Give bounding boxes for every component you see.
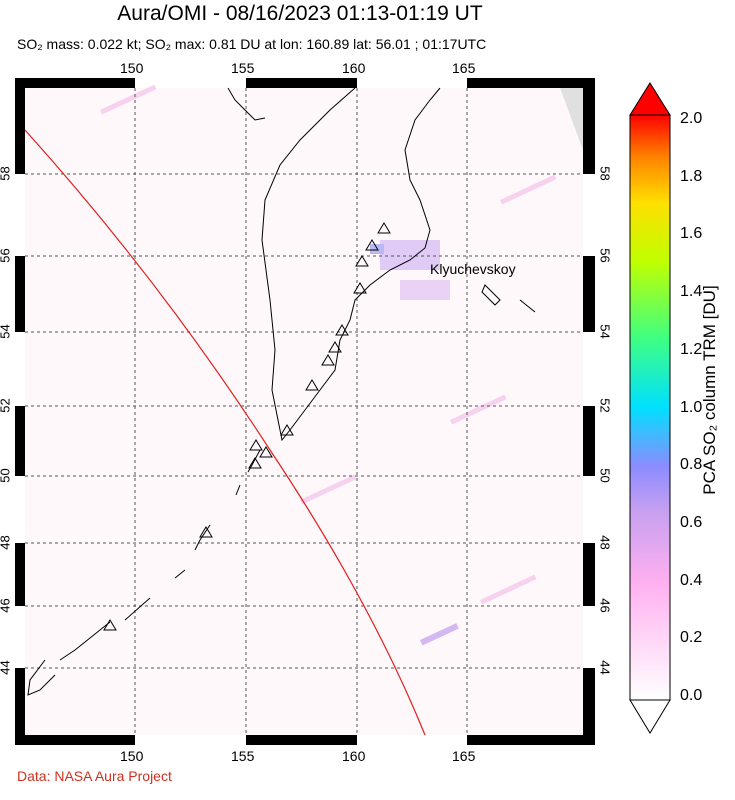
lat-tick-right: 44 bbox=[597, 660, 613, 675]
coastlines bbox=[27, 87, 536, 696]
colorbar-min-arrow bbox=[629, 699, 671, 734]
lat-tick-left: 46 bbox=[0, 598, 13, 613]
lat-tick-left: 44 bbox=[0, 660, 13, 675]
colorbar-tick: 0.6 bbox=[680, 513, 703, 531]
grid-lines bbox=[25, 88, 583, 735]
colorbar-tick: 0.0 bbox=[680, 687, 703, 704]
so2-swath-streaks bbox=[100, 84, 557, 646]
lat-tick-right: 54 bbox=[597, 324, 613, 339]
volcano-markers bbox=[103, 222, 391, 631]
colorbar-tick: 0.4 bbox=[680, 571, 703, 589]
lon-tick-top: 160 bbox=[342, 60, 366, 76]
colorbar-tick: 1.2 bbox=[680, 340, 703, 358]
lat-tick-left: 54 bbox=[0, 324, 13, 339]
colorbar-tick: 1.0 bbox=[680, 398, 703, 416]
figure-subtitle: SO₂ mass: 0.022 kt; SO₂ max: 0.81 DU at … bbox=[17, 36, 487, 52]
lon-tick-bottom: 160 bbox=[342, 748, 366, 764]
lat-tick-left: 58 bbox=[0, 166, 13, 181]
swath-edge-line bbox=[24, 129, 426, 736]
lon-tick-top: 150 bbox=[120, 60, 144, 76]
colorbar bbox=[629, 82, 671, 734]
lat-tick-left: 56 bbox=[0, 248, 13, 263]
data-credit: Data: NASA Aura Project bbox=[17, 768, 172, 784]
lat-tick-left: 48 bbox=[0, 535, 13, 550]
lon-tick-bottom: 155 bbox=[231, 748, 255, 764]
lat-tick-left: 52 bbox=[0, 398, 13, 413]
lon-tick-top: 165 bbox=[452, 60, 476, 76]
lon-tick-bottom: 150 bbox=[120, 748, 144, 764]
lat-tick-right: 46 bbox=[597, 598, 613, 613]
figure-title: Aura/OMI - 08/16/2023 01:13-01:19 UT bbox=[117, 2, 483, 25]
colorbar-label: PCA SO₂ column TRM [DU] bbox=[700, 285, 719, 495]
lon-tick-top: 155 bbox=[231, 60, 255, 76]
colorbar-tick: 1.8 bbox=[680, 167, 703, 185]
lon-tick-bottom: 165 bbox=[452, 748, 476, 764]
lat-tick-left: 50 bbox=[0, 468, 13, 483]
lat-tick-right: 48 bbox=[597, 535, 613, 550]
colorbar-tick: 1.6 bbox=[680, 225, 703, 243]
colorbar-max-arrow bbox=[629, 82, 671, 116]
lat-tick-right: 52 bbox=[597, 398, 613, 413]
lat-tick-right: 58 bbox=[597, 166, 613, 181]
lat-tick-right: 50 bbox=[597, 468, 613, 483]
colorbar-tick: 0.8 bbox=[680, 456, 703, 474]
colorbar-tick: 0.2 bbox=[680, 629, 703, 647]
volcano-label: Klyuchevskoy bbox=[430, 261, 516, 277]
lat-tick-right: 56 bbox=[597, 248, 613, 263]
colorbar-tick: 2.0 bbox=[680, 110, 703, 127]
colorbar-tick: 1.4 bbox=[680, 283, 703, 301]
